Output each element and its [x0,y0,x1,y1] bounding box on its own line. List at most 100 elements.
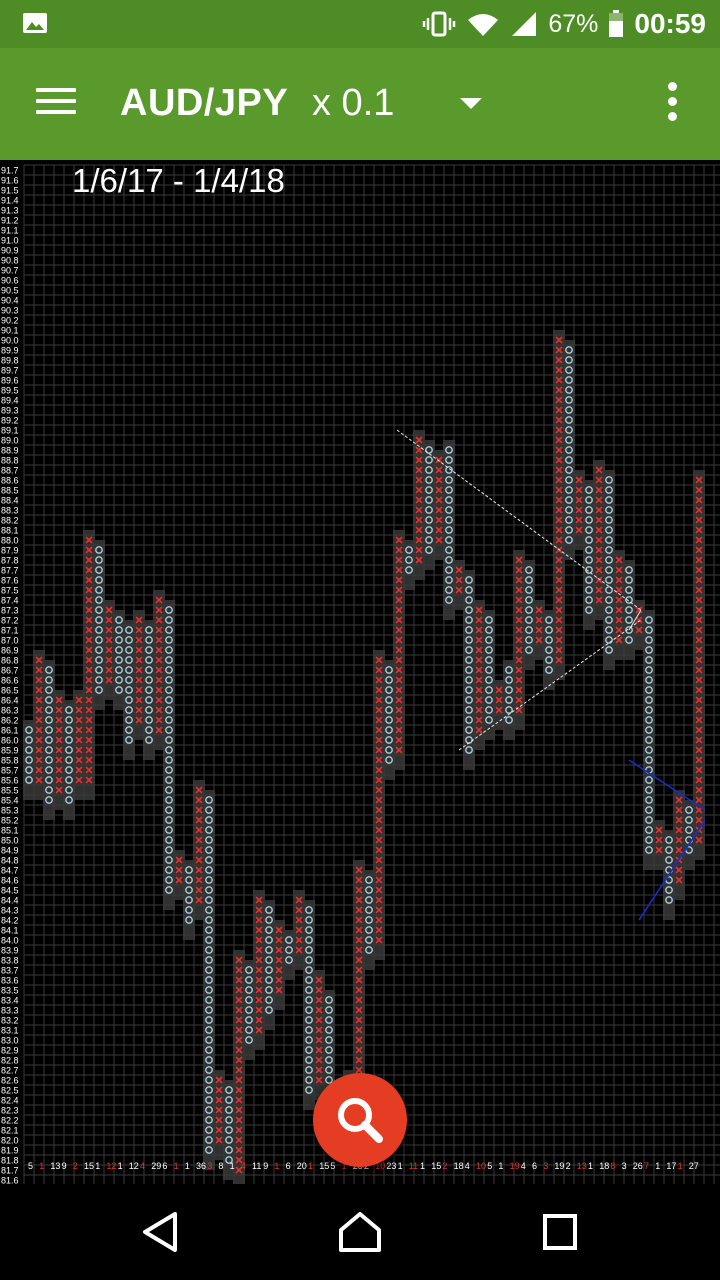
x-mark [415,516,423,524]
o-mark [265,996,273,1004]
x-mark [595,596,603,604]
y-tick-label: 82.5 [1,1086,19,1096]
x-mark [235,1156,243,1164]
scale-label[interactable]: x 0.1 [312,82,395,124]
o-mark [445,546,453,554]
x-mark [255,936,263,944]
o-mark [205,996,213,1004]
o-mark [115,636,123,644]
o-mark [145,636,153,644]
x-mark [675,846,683,854]
x-mark [195,856,203,864]
o-mark [325,1026,333,1034]
x-mark [415,546,423,554]
x-mark [615,596,623,604]
y-tick-label: 83.1 [1,1026,19,1036]
o-mark [505,676,513,684]
x-mark [315,1026,323,1034]
x-mark [175,856,183,864]
x-mark [375,736,383,744]
x-mark [675,816,683,824]
o-mark [565,406,573,414]
x-mark [555,416,563,424]
x-mark [595,516,603,524]
o-mark [125,626,133,634]
x-mark [135,686,143,694]
x-mark [695,706,703,714]
symbol-title[interactable]: AUD/JPY [120,82,289,124]
x-tick-label: 6 [162,1161,167,1171]
o-mark [95,606,103,614]
o-mark [265,926,273,934]
o-mark [205,1096,213,1104]
x-mark [495,706,503,714]
o-mark [45,666,53,674]
x-mark [155,706,163,714]
x-mark [275,946,283,954]
x-mark [475,656,483,664]
o-mark [45,766,53,774]
recents-icon[interactable] [535,1210,585,1254]
o-mark [225,1156,233,1164]
x-tick-label: 1 [174,1161,179,1171]
x-mark [695,596,703,604]
y-tick-label: 85.5 [1,786,19,796]
back-icon[interactable] [135,1210,185,1254]
o-mark [205,856,213,864]
o-mark [165,826,173,834]
y-tick-label: 82.9 [1,1046,19,1056]
x-mark [475,646,483,654]
x-mark [75,736,83,744]
dropdown-arrow-icon[interactable] [460,98,482,109]
x-mark [395,636,403,644]
x-mark [375,696,383,704]
o-mark [425,496,433,504]
x-mark [375,806,383,814]
y-tick-label: 84.6 [1,876,19,886]
x-mark [475,726,483,734]
x-tick-label: 2 [566,1161,571,1171]
y-tick-label: 85.8 [1,756,19,766]
x-mark [55,786,63,794]
x-mark [395,626,403,634]
x-mark [85,676,93,684]
o-mark [565,506,573,514]
x-tick-label: 1 [274,1161,279,1171]
o-mark [205,836,213,844]
o-mark [485,666,493,674]
x-mark [235,1056,243,1064]
x-tick-label: 18 [454,1161,464,1171]
x-mark [615,606,623,614]
hamburger-menu-icon[interactable] [36,88,76,120]
o-mark [605,496,613,504]
o-mark [545,626,553,634]
x-mark [195,826,203,834]
o-mark [165,616,173,624]
o-mark [95,596,103,604]
zoom-button[interactable] [313,1073,407,1167]
o-mark [305,1016,313,1024]
o-mark [525,646,533,654]
x-mark [75,726,83,734]
x-tick-label: 5 [28,1161,33,1171]
x-mark [615,576,623,584]
y-tick-label: 90.5 [1,286,19,296]
x-mark [255,976,263,984]
x-mark [235,1006,243,1014]
o-mark [565,476,573,484]
x-mark [695,656,703,664]
home-icon[interactable] [335,1210,385,1254]
x-mark [155,636,163,644]
o-mark [165,656,173,664]
x-mark [355,976,363,984]
o-mark [485,616,493,624]
o-mark [685,816,693,824]
overflow-menu-icon[interactable] [660,82,684,126]
y-tick-label: 83.5 [1,986,19,996]
x-mark [235,1116,243,1124]
x-mark [515,596,523,604]
x-mark [175,876,183,884]
y-tick-label: 87.6 [1,576,19,586]
pnf-chart[interactable]: 91.7 91.6 91.5 91.4 91.3 91.2 91.1 91.0 90.9 90.8… [0,160,720,1184]
y-tick-label: 90.2 [1,316,19,326]
